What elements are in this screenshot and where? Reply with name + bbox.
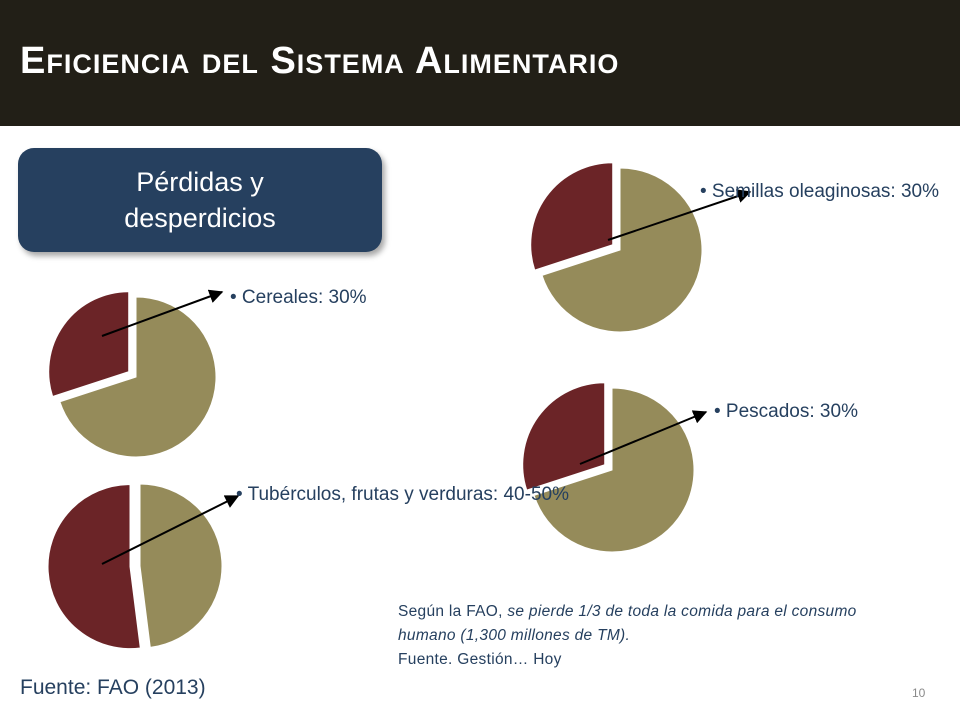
pie-slice-semillas-remaining (541, 167, 703, 333)
fao-note-statement: se pierde 1/3 de toda la comida para el … (398, 603, 857, 644)
callout-arrow-cereales (101, 289, 224, 337)
callout-arrow-semillas (607, 189, 752, 241)
callout-arrow-pescados (579, 410, 708, 465)
label-pescados: • Pescados: 30% (714, 401, 858, 422)
topic-badge-label: Pérdidas y desperdicios (124, 167, 276, 233)
title-bar: Eficiencia del Sistema Alimentario (0, 0, 960, 126)
fao-note: Según la FAO, se pierde 1/3 de toda la c… (398, 600, 908, 672)
pie-slice-cereales-lost (48, 291, 130, 398)
callout-arrow-tuberculos (101, 495, 240, 565)
pie-slice-semillas-lost (530, 162, 614, 271)
pie-slice-pescados-lost (522, 382, 606, 491)
topic-badge: Pérdidas y desperdicios (18, 148, 382, 252)
fao-note-source: Fuente. Gestión… Hoy (398, 651, 562, 668)
label-cereales: • Cereales: 30% (230, 287, 367, 308)
pie-chart-cereales (48, 289, 224, 458)
pie-slice-cereales-remaining (59, 296, 217, 458)
pie-chart-semillas (530, 162, 752, 333)
label-tuberculos: • Tubérculos, frutas y verduras: 40-50% (236, 484, 569, 505)
pie-slice-tuberculos-lost (47, 484, 141, 650)
label-semillas: • Semillas oleaginosas: 30% (700, 181, 940, 202)
source-note: Fuente: FAO (2013) (20, 676, 206, 699)
page-number: 10 (912, 686, 926, 700)
pie-chart-tuberculos (47, 483, 240, 650)
slide-title: Eficiencia del Sistema Alimentario (20, 40, 620, 82)
pie-chart-pescados (522, 382, 708, 553)
fao-note-intro: Según la FAO, (398, 603, 508, 620)
pie-slice-pescados-remaining (533, 387, 695, 553)
pie-slice-tuberculos-remaining (139, 483, 223, 648)
